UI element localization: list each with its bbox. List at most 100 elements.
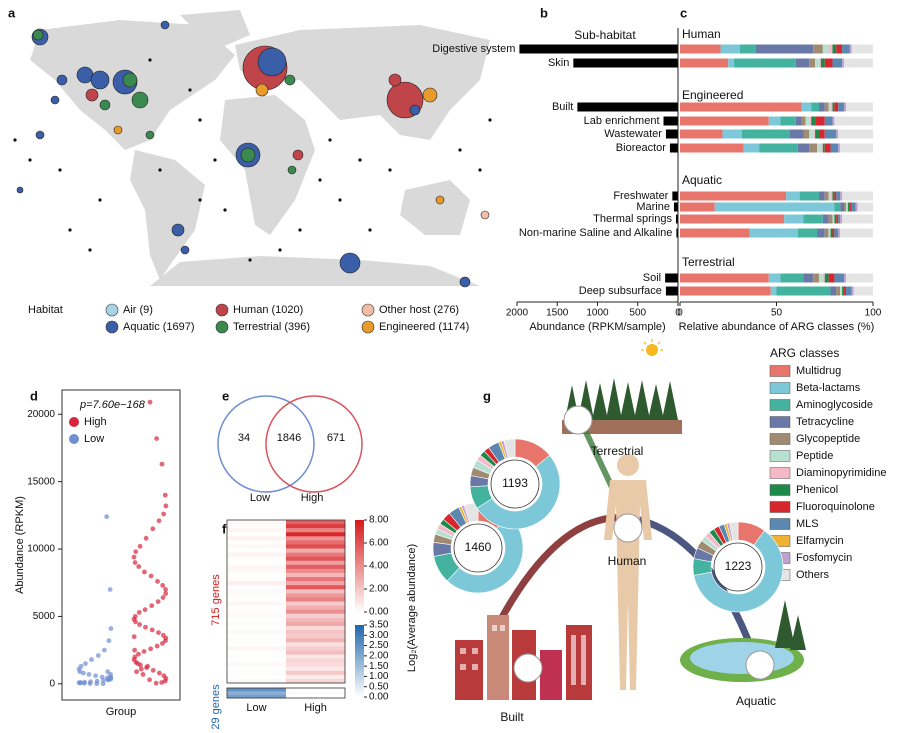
map-site [148, 58, 152, 62]
map-site [287, 165, 297, 175]
map-site [28, 158, 32, 162]
x-tick-label: 50 [771, 308, 783, 319]
stacked-segment [680, 228, 750, 238]
stacked-segment [680, 143, 744, 153]
donut-hole [713, 542, 763, 592]
heatmap-cell [286, 589, 345, 594]
venn-count: 1846 [277, 432, 301, 444]
stacked-segment [734, 58, 796, 68]
stacked-segment [803, 214, 823, 224]
donut-hole [490, 459, 540, 509]
stacked-segment [838, 214, 841, 224]
heatmap-cell [286, 520, 345, 525]
heatmap-cell [286, 548, 345, 553]
point [154, 436, 159, 441]
stacked-segment [680, 58, 729, 68]
colorbar-tick-label: 0.50 [369, 681, 389, 692]
map-site [223, 208, 227, 212]
point [159, 680, 165, 685]
heatmap-cell [227, 691, 286, 695]
category-label: Freshwater [613, 190, 668, 202]
heatmap-cell [227, 688, 286, 692]
stacked-segment [842, 191, 873, 201]
colorbar-tick-label: 6.00 [369, 538, 389, 549]
group-label: Human [682, 27, 721, 41]
map-site [248, 258, 252, 262]
point [131, 634, 137, 640]
stacked-segment [805, 116, 810, 126]
bar [676, 228, 678, 238]
legend-title: Habitat [28, 304, 63, 316]
stacked-segment [809, 58, 816, 68]
bar [663, 116, 678, 126]
point [132, 647, 137, 653]
x-tick-label: 100 [865, 308, 882, 319]
stacked-segment [830, 286, 837, 296]
legend-label: Human (1020) [233, 304, 303, 316]
map-site [58, 168, 62, 172]
legend-swatch [769, 399, 791, 411]
stacked-segment [797, 143, 810, 153]
x-tick-label: 0 [677, 308, 683, 319]
heatmap-cell [227, 597, 286, 602]
map-site [68, 228, 72, 232]
heatmap-cell [286, 670, 345, 676]
legend-marker [361, 303, 375, 317]
point [135, 661, 141, 667]
legend-marker [215, 320, 229, 334]
stacked-segment [822, 214, 829, 224]
category-label: Digestive system [432, 43, 515, 55]
stacked-segment [780, 273, 804, 283]
map-site [188, 88, 192, 92]
axis-label: Relative abundance of ARG classes (%) [679, 321, 875, 333]
bar [669, 143, 678, 153]
heatmap-cell [286, 605, 345, 610]
heatmap-cell [227, 694, 286, 699]
stacked-segment [828, 228, 831, 238]
stacked-segment [813, 44, 823, 54]
point [157, 670, 162, 676]
stacked-segment [813, 129, 816, 139]
bar [665, 129, 678, 139]
heatmap-cell [227, 552, 286, 557]
map-site [339, 252, 361, 274]
map-site [35, 130, 45, 140]
map-site [478, 168, 482, 172]
legend-label: Fosfomycin [796, 552, 852, 564]
stacked-segment [836, 286, 841, 296]
illustration [455, 339, 806, 700]
legend-label: Peptide [796, 450, 833, 462]
stacked-segment [741, 129, 791, 139]
stacked-segment [855, 202, 858, 212]
stacked-segment [824, 102, 829, 112]
colorbar-tick-label: 4.00 [369, 561, 389, 572]
heatmap-cell [286, 564, 345, 570]
stacked-segment [784, 214, 804, 224]
heatmap-cell [227, 577, 286, 582]
stacked-segment [811, 116, 816, 126]
point [149, 603, 155, 609]
legend-label: Others [796, 569, 830, 581]
point [147, 677, 152, 683]
panel-letter: e [222, 388, 229, 403]
heatmap-cell [227, 650, 286, 655]
point [163, 591, 169, 596]
heatmap-cell [227, 666, 286, 672]
x-tick-label: Low [246, 702, 266, 714]
point [160, 595, 166, 600]
stacked-segment [803, 273, 814, 283]
map-site [358, 158, 362, 162]
stacked-segment [834, 191, 837, 201]
stacked-segment [722, 129, 742, 139]
point [145, 663, 151, 669]
stacked-segment [845, 202, 848, 212]
stacked-segment [851, 286, 854, 296]
category-label: Marine [636, 201, 670, 213]
stacked-segment [797, 228, 818, 238]
map-site [255, 83, 269, 97]
colorbar-tick-label: 2.00 [369, 584, 389, 595]
donut-segment [476, 454, 561, 530]
stacked-segment [830, 191, 833, 201]
stacked-segment [828, 191, 831, 201]
y-tick-label: 15000 [27, 476, 55, 487]
